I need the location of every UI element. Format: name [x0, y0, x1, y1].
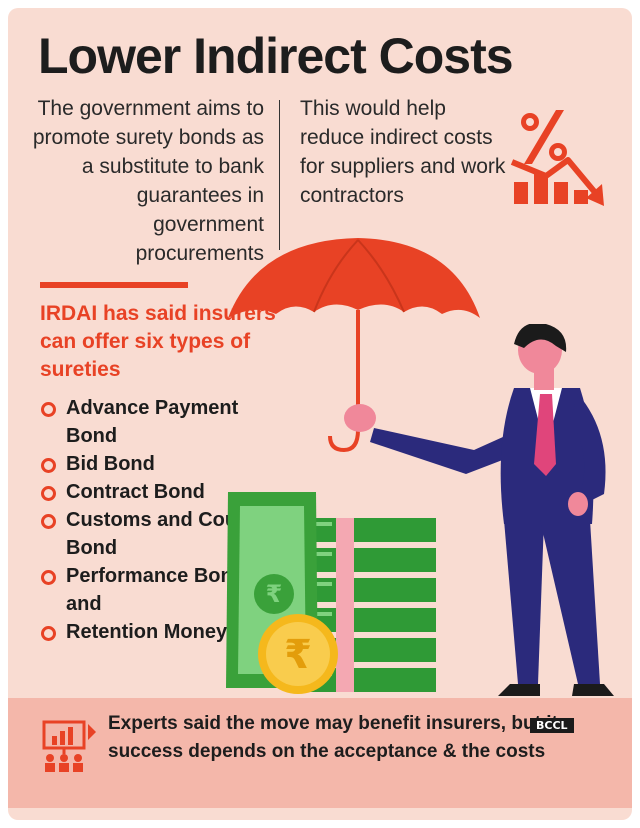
percent-down-chart-icon [510, 110, 604, 206]
watermark-badge: BCCL [530, 718, 574, 733]
bullet-icon [41, 570, 56, 585]
page-title: Lower Indirect Costs [38, 28, 514, 84]
bullet-icon [41, 486, 56, 501]
list-item: Bid Bond [38, 450, 278, 478]
meeting-presentation-icon [42, 720, 96, 772]
list-item: Retention Money [38, 618, 278, 646]
help-text: This would help reduce indirect costs fo… [300, 97, 506, 207]
bullet-icon [41, 626, 56, 641]
rupee-coin: ₹ [258, 614, 338, 694]
intro-text: The government aims to promote surety bo… [32, 97, 264, 265]
footer-band: Experts said the move may benefit insure… [8, 698, 632, 808]
svg-text:₹: ₹ [266, 580, 283, 608]
list-item: Contract Bond [38, 478, 278, 506]
bullet-icon [41, 514, 56, 529]
sureties-list: Advance Payment Bond Bid Bond Contract B… [38, 394, 278, 646]
bullet-icon [41, 458, 56, 473]
irdai-heading: IRDAI has said insurers can offer six ty… [40, 302, 276, 381]
accent-bar [40, 282, 188, 288]
list-item: Advance Payment Bond [38, 394, 278, 450]
rupee-notes-stack [302, 518, 436, 692]
list-item: Customs and Court Bond [38, 506, 278, 562]
bullet-icon [41, 402, 56, 417]
businessman-illustration [344, 324, 614, 696]
list-item: Performance Bond and [38, 562, 278, 618]
footer-text: Experts said the move may benefit insure… [108, 713, 569, 762]
money-illustration: ₹ ₹ [226, 492, 436, 694]
infographic-card: Lower Indirect Costs The government aims… [8, 8, 632, 820]
divider [279, 100, 280, 250]
svg-text:₹: ₹ [284, 632, 312, 678]
